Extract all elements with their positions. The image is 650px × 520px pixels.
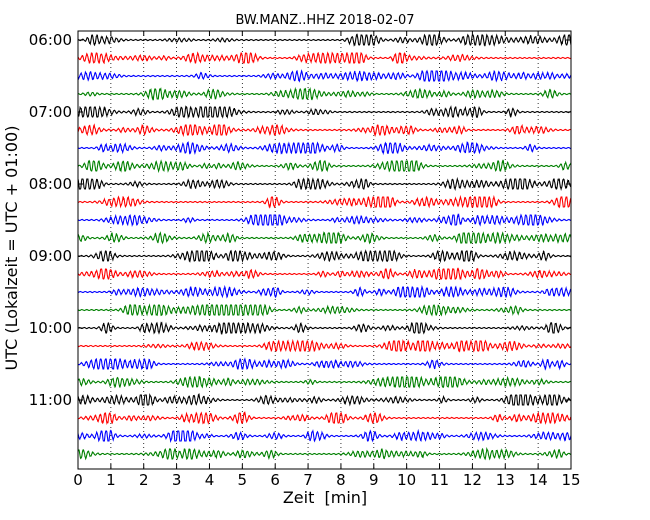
trace-0915 [77, 267, 571, 281]
trace-0845 [77, 230, 572, 245]
y-tick-label: 10:00 [29, 319, 72, 337]
trace-0600 [78, 32, 572, 47]
trace-1145 [77, 446, 572, 461]
x-tick-label: 8 [336, 471, 346, 489]
trace-1045 [77, 375, 571, 389]
chart-title: BW.MANZ..HHZ 2018-02-07 [235, 13, 414, 28]
y-tick-label: 08:00 [29, 175, 72, 193]
trace-1100 [77, 392, 572, 407]
x-axis-label: Zeit [min] [283, 488, 367, 507]
x-tick-label: 6 [270, 471, 280, 489]
y-axis: 06:00 07:00 08:00 09:00 10:00 11:00 [29, 31, 571, 409]
y-axis-label: UTC (Lokalzeit = UTC + 01:00) [2, 126, 21, 371]
trace-1130 [77, 428, 572, 443]
trace-1030 [77, 357, 572, 371]
trace-0715 [77, 123, 572, 138]
trace-0945 [77, 303, 572, 317]
trace-0745 [77, 159, 572, 174]
trace-0900 [77, 249, 571, 264]
y-tick-label: 09:00 [29, 247, 72, 265]
x-tick-label: 13 [496, 471, 515, 489]
x-tick-label: 10 [397, 471, 416, 489]
y-tick-label: 07:00 [29, 103, 72, 121]
x-tick-label: 4 [205, 471, 215, 489]
x-tick-label: 11 [430, 471, 449, 489]
trace-0645 [78, 86, 572, 101]
x-tick-label: 3 [172, 471, 182, 489]
x-tick-label: 15 [561, 471, 580, 489]
trace-1000 [77, 321, 572, 336]
x-tick-label: 12 [463, 471, 482, 489]
trace-1015 [78, 338, 572, 353]
trace-0815 [77, 194, 572, 209]
trace-0730 [77, 140, 572, 156]
trace-0615 [77, 51, 572, 65]
trace-0800 [77, 176, 572, 191]
trace-0630 [77, 69, 572, 83]
x-tick-label: 1 [106, 471, 116, 489]
x-tick-label: 14 [529, 471, 548, 489]
plot-frame [77, 30, 572, 470]
x-tick-label: 7 [303, 471, 313, 489]
trace-0700 [77, 105, 572, 120]
y-tick-label: 11:00 [29, 391, 72, 409]
x-tick-label: 0 [73, 471, 83, 489]
x-axis: 0 1 2 3 4 5 6 7 8 9 10 11 12 13 14 15 [73, 31, 581, 489]
trace-0830 [77, 213, 571, 227]
trace-1115 [77, 410, 572, 426]
y-tick-label: 06:00 [29, 31, 72, 49]
trace-group [77, 32, 572, 461]
x-tick-label: 2 [139, 471, 149, 489]
x-tick-label: 5 [238, 471, 248, 489]
x-tick-label: 9 [369, 471, 379, 489]
trace-0930 [78, 284, 572, 299]
